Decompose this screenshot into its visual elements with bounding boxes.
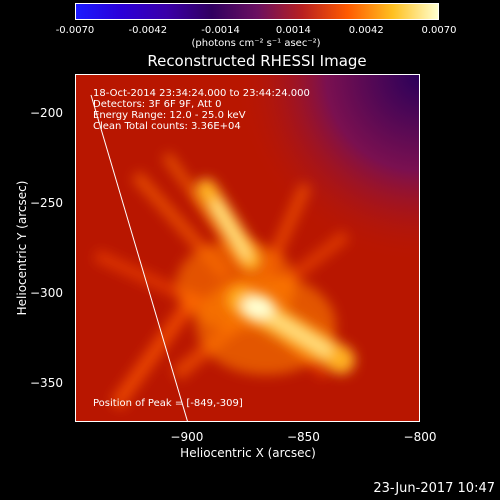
colorbar-tick-label: -0.0042 [128, 25, 168, 36]
y-axis-label: Heliocentric Y (arcsec) [15, 180, 29, 316]
y-tick-label: −200 [30, 106, 63, 121]
x-tick-label: −800 [403, 430, 437, 444]
colorbar-tick-label: -0.0070 [55, 25, 95, 36]
x-tick-label: −850 [286, 430, 320, 444]
peak-position-label: Position of Peak = [-849,-309] [93, 398, 243, 409]
x-axis-label: Heliocentric X (arcsec) [180, 446, 316, 460]
solar-limb [90, 94, 188, 421]
y-tick-label: −350 [30, 375, 63, 390]
y-tick-label: −250 [30, 196, 63, 211]
heatmap-image [76, 75, 419, 421]
upper-source [195, 179, 262, 271]
timestamp: 23-Jun-2017 10:47 [373, 481, 495, 496]
lower-source [227, 286, 355, 374]
energy-range-label: Energy Range: 12.0 - 25.0 keV [93, 110, 246, 121]
colorbar-tick-label: 0.0042 [348, 25, 384, 36]
colorbar-tick-label: 0.0014 [275, 25, 311, 36]
y-tick-label: −300 [30, 285, 63, 300]
colorbar-tick-label: 0.0070 [421, 25, 457, 36]
clean-counts-label: Clean Total counts: 3.36E+04 [93, 121, 241, 132]
plot-area: 18-Oct-2014 23:34:24.000 to 23:44:24.000… [75, 74, 420, 422]
detectors-label: Detectors: 3F 6F 9F, Att 0 [93, 99, 222, 110]
x-tick-label: −900 [170, 430, 204, 444]
chart-title: Reconstructed RHESSI Image [147, 52, 367, 70]
time-range-label: 18-Oct-2014 23:34:24.000 to 23:44:24.000 [93, 88, 310, 99]
colorbar [75, 3, 439, 20]
colorbar-tick-label: -0.0014 [201, 25, 240, 36]
colorbar-unit: (photons cm⁻² s⁻¹ asec⁻²) [191, 38, 321, 49]
